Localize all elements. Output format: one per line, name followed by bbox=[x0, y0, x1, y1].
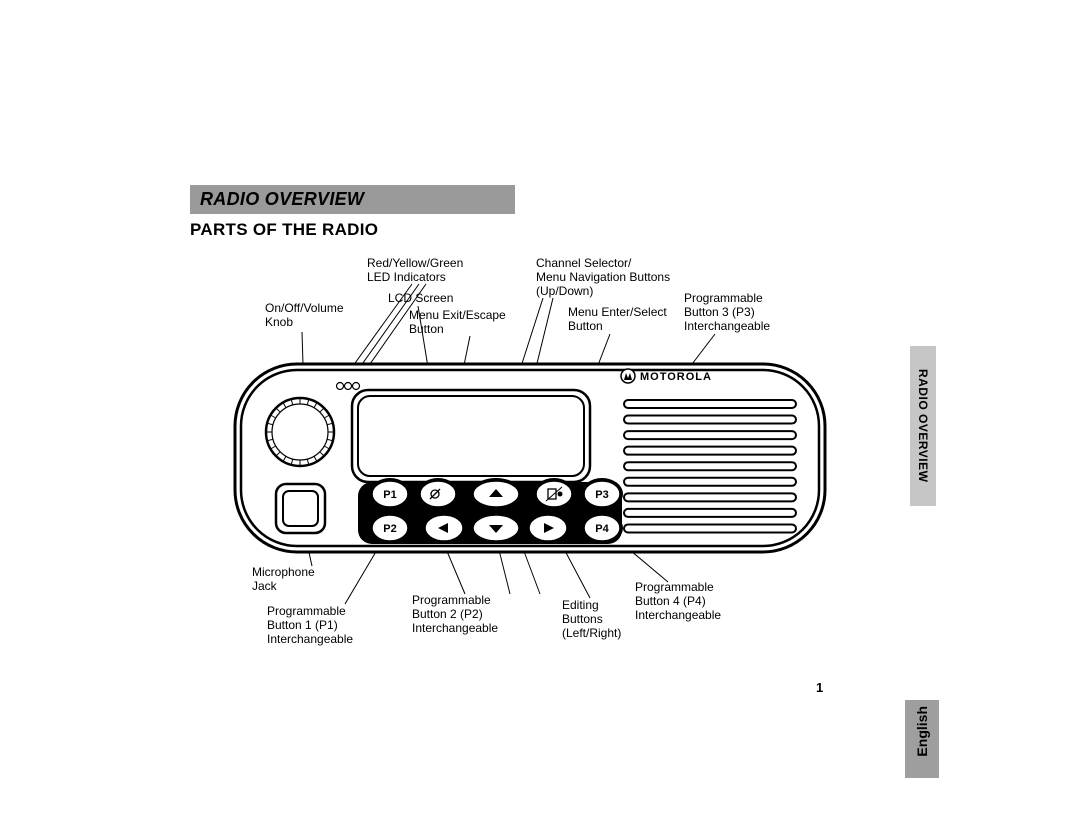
svg-text:P4: P4 bbox=[595, 523, 609, 535]
callout-knob: On/Off/VolumeKnob bbox=[265, 302, 344, 330]
section-title-bar: RADIO OVERVIEW bbox=[190, 185, 515, 214]
radio-diagram: P1 P3 P2 P4 MOTOROLA On/Off/VolumeKnob Red/Ye… bbox=[190, 244, 890, 664]
callout-escape: Menu Exit/EscapeButton bbox=[409, 309, 506, 337]
svg-text:P3: P3 bbox=[595, 489, 608, 501]
page-number: 1 bbox=[816, 680, 823, 695]
section-title: RADIO OVERVIEW bbox=[200, 189, 364, 209]
svg-text:P2: P2 bbox=[383, 523, 396, 535]
callout-enter: Menu Enter/SelectButton bbox=[568, 306, 667, 334]
callout-p2: ProgrammableButton 2 (P2)Interchangeable bbox=[412, 594, 498, 635]
svg-text:MOTOROLA: MOTOROLA bbox=[640, 371, 712, 383]
callout-p1: ProgrammableButton 1 (P1)Interchangeable bbox=[267, 605, 353, 646]
svg-text:P1: P1 bbox=[383, 489, 396, 501]
side-tab: RADIO OVERVIEW bbox=[910, 346, 936, 506]
callout-p4: ProgrammableButton 4 (P4)Interchangeable bbox=[635, 581, 721, 622]
callout-lcd: LCD Screen bbox=[388, 292, 453, 306]
language-tab: English bbox=[905, 700, 939, 778]
side-tab-label: RADIO OVERVIEW bbox=[916, 369, 930, 482]
callout-leds: Red/Yellow/GreenLED Indicators bbox=[367, 257, 463, 285]
page-subtitle: PARTS OF THE RADIO bbox=[190, 220, 890, 240]
callout-edit: EditingButtons(Left/Right) bbox=[562, 599, 621, 640]
language-label: English bbox=[914, 706, 930, 757]
callout-channel: Channel Selector/Menu Navigation Buttons… bbox=[536, 257, 670, 298]
callout-p3: ProgrammableButton 3 (P3)Interchangeable bbox=[684, 292, 770, 333]
callout-mic: MicrophoneJack bbox=[252, 566, 315, 594]
